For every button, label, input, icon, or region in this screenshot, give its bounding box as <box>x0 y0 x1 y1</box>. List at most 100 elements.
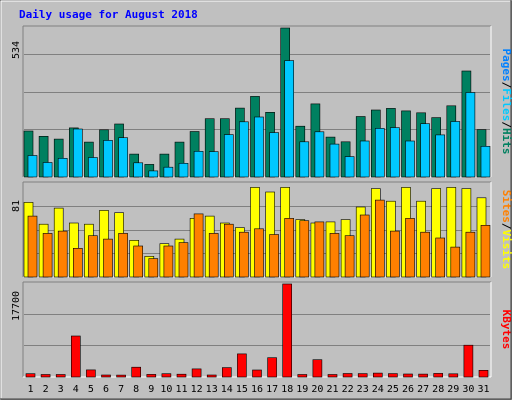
bar-sites-day-3 <box>57 230 68 278</box>
x-tick-day-8: 8 <box>133 384 139 395</box>
bar-kbytes-day-15 <box>237 353 247 378</box>
bar-files-day-23 <box>359 140 370 178</box>
bar-kbytes-day-14 <box>222 367 232 378</box>
bar-kbytes-day-22 <box>342 373 353 378</box>
legend-item: Files <box>500 88 512 121</box>
bar-files-day-8 <box>133 162 143 178</box>
x-tick-day-28: 28 <box>432 384 444 395</box>
x-tick-day-3: 3 <box>58 384 64 395</box>
y-max-label-kbytes: 17700 <box>11 291 22 321</box>
bar-kbytes-day-24 <box>372 372 383 378</box>
bar-kbytes-day-19 <box>297 374 308 378</box>
x-tick-day-20: 20 <box>311 384 323 395</box>
bar-files-day-30 <box>465 92 476 178</box>
x-tick-day-9: 9 <box>148 384 154 395</box>
bar-sites-day-18 <box>284 218 295 278</box>
x-tick-day-2: 2 <box>43 384 49 395</box>
bar-kbytes-day-10 <box>161 373 172 378</box>
panel-visits-sites: 81 <box>11 181 492 278</box>
x-tick-day-10: 10 <box>160 384 172 395</box>
legend-hits-files-pages: Pages/Files/Hits <box>500 49 512 155</box>
bar-sites-day-6 <box>103 238 113 278</box>
bar-files-day-19 <box>299 141 310 178</box>
x-axis-labels: 1 2 3 4 5 6 7 8 9 10 11 12 13 14 15 16 17 18 19 20 21 22 23 24 2… <box>27 384 489 395</box>
bar-files-day-17 <box>269 132 279 178</box>
bar-kbytes-day-9 <box>146 374 157 378</box>
y-max-label-hits-files-pages: 534 <box>11 41 22 59</box>
bar-files-day-24 <box>374 128 385 178</box>
bar-files-day-10 <box>163 166 174 178</box>
x-tick-day-21: 21 <box>326 384 338 395</box>
bar-kbytes-day-4 <box>71 335 81 378</box>
x-tick-day-17: 17 <box>266 384 278 395</box>
bar-files-day-1 <box>27 155 38 178</box>
legend-item: Visits <box>500 230 512 270</box>
bar-files-day-6 <box>103 140 113 178</box>
x-tick-day-12: 12 <box>191 384 203 395</box>
bar-sites-day-22 <box>344 235 355 278</box>
bar-sites-day-30 <box>465 231 476 278</box>
y-max-label-visits-sites: 81 <box>11 200 22 212</box>
bar-sites-day-7 <box>118 233 128 278</box>
bar-kbytes-day-8 <box>131 366 141 378</box>
bar-kbytes-day-29 <box>448 373 459 378</box>
legend-item: Hits <box>500 128 512 155</box>
x-tick-day-24: 24 <box>372 384 384 395</box>
bar-sites-day-19 <box>299 220 310 278</box>
x-tick-day-29: 29 <box>447 384 459 395</box>
x-tick-day-13: 13 <box>206 384 218 395</box>
x-tick-day-16: 16 <box>251 384 263 395</box>
bar-sites-day-10 <box>163 245 174 278</box>
bar-kbytes-day-6 <box>101 374 111 378</box>
bar-sites-day-12 <box>193 213 204 278</box>
bar-files-day-9 <box>148 170 159 178</box>
x-tick-day-25: 25 <box>387 384 399 395</box>
bar-files-day-21 <box>329 143 340 178</box>
bar-kbytes-day-16 <box>252 369 262 378</box>
bar-kbytes-day-13 <box>206 374 217 378</box>
bar-files-day-13 <box>208 151 219 178</box>
bar-files-day-11 <box>178 163 189 178</box>
bar-kbytes-day-2 <box>40 374 51 378</box>
chart-title: Daily usage for August 2018 <box>19 8 198 21</box>
x-tick-day-14: 14 <box>221 384 233 395</box>
bar-files-day-31 <box>480 146 491 178</box>
bar-kbytes-day-23 <box>357 373 368 378</box>
bar-sites-day-20 <box>314 221 325 278</box>
bar-sites-day-25 <box>390 230 400 278</box>
panel-kbytes: 17700 <box>11 281 492 378</box>
x-tick-day-27: 27 <box>417 384 429 395</box>
panel-hits-files-pages: 534 <box>11 25 492 178</box>
x-tick-day-4: 4 <box>73 384 79 395</box>
bar-sites-day-27 <box>420 231 430 278</box>
x-tick-day-5: 5 <box>88 384 94 395</box>
x-tick-day-31: 31 <box>477 384 489 395</box>
bar-sites-day-4 <box>73 248 83 278</box>
bar-files-day-27 <box>420 123 430 178</box>
bar-files-day-22 <box>344 156 355 178</box>
bar-kbytes-day-27 <box>418 373 428 378</box>
bar-sites-day-24 <box>374 199 385 278</box>
x-tick-day-19: 19 <box>296 384 308 395</box>
bar-kbytes-day-3 <box>55 374 66 378</box>
bar-sites-day-8 <box>133 245 143 278</box>
bar-kbytes-day-7 <box>116 374 126 378</box>
bar-files-day-3 <box>57 158 68 178</box>
bar-sites-day-16 <box>254 228 264 278</box>
legend-item: Sites <box>500 190 512 223</box>
bar-kbytes-day-12 <box>191 368 202 378</box>
bar-files-day-5 <box>88 157 98 178</box>
bar-sites-day-23 <box>359 214 370 278</box>
plot-area-kbytes <box>23 282 491 377</box>
legend-item: KBytes <box>500 310 512 350</box>
bar-files-day-18 <box>284 60 295 178</box>
bar-kbytes-day-18 <box>282 283 293 378</box>
x-tick-day-7: 7 <box>118 384 124 395</box>
bar-sites-day-26 <box>405 218 415 278</box>
x-tick-day-30: 30 <box>462 384 474 395</box>
legend-item: / <box>500 121 512 128</box>
bar-files-day-29 <box>450 121 461 178</box>
x-tick-day-18: 18 <box>281 384 293 395</box>
legend-text-visits-sites: Sites/Visits <box>500 190 512 270</box>
